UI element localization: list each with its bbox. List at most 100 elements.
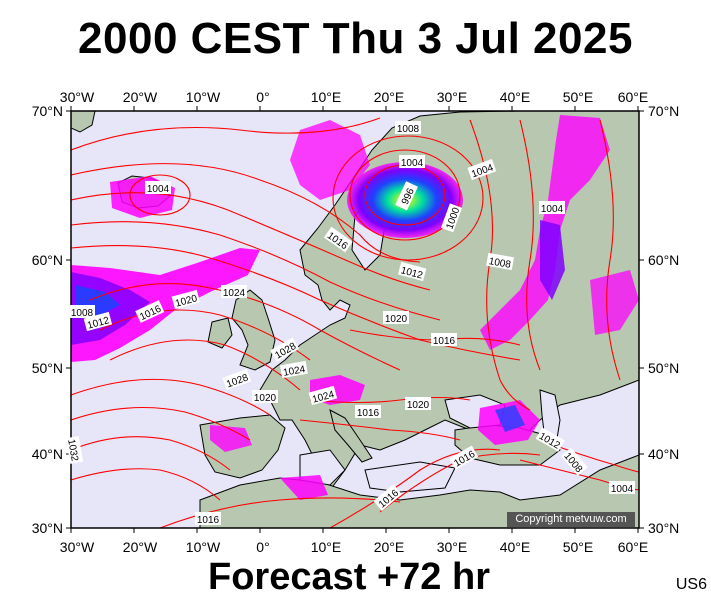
lat-label-right: 40°N (648, 446, 679, 462)
greenland-land (71, 111, 96, 133)
isobar-label-bg (221, 285, 247, 298)
precip-atlantic-band (71, 248, 260, 362)
lat-label-right: 30°N (648, 520, 679, 536)
forecast-label: Forecast +72 hr (208, 556, 490, 598)
isobar-label: 1004 (145, 181, 171, 195)
lon-label-bottom: 30°E (437, 539, 468, 555)
italy-land (329, 409, 373, 463)
isobar-label: 1020 (383, 311, 409, 325)
isobar-label: 1004 (539, 201, 565, 215)
precip-iberia (210, 425, 252, 452)
isobar-label-bg (279, 360, 308, 379)
isobar-label-bg (145, 181, 171, 194)
map-title: 2000 CEST Thu 3 Jul 2025 (78, 14, 633, 63)
great-britain-land (231, 289, 276, 371)
lon-label-top: 20°W (123, 89, 158, 105)
lat-label-left: 70°N (32, 103, 63, 119)
lat-label-left: 30°N (32, 520, 63, 536)
precipitation-areas (71, 115, 639, 500)
lon-label-top: 10°W (186, 89, 221, 105)
isobar-label: 1016 (355, 405, 381, 419)
isobar-label-text: 1032 (65, 438, 80, 462)
precip-norway (290, 120, 370, 200)
isobar-label-text: 1004 (541, 204, 564, 215)
precip-russia-core (540, 220, 565, 300)
isobar-label-bg (561, 447, 588, 476)
isobar-label-bg (222, 368, 252, 391)
isobar-label-text: 1008 (488, 256, 512, 271)
isobar-label: 1032 (65, 435, 84, 464)
lat-label-left: 50°N (32, 360, 63, 376)
isobar-label-bg (440, 203, 463, 233)
isobar-label-bg (373, 484, 402, 511)
isobar-label-text: 1016 (357, 408, 380, 419)
isobar-label-bg (431, 333, 457, 346)
isobar-label-bg (69, 305, 95, 318)
lon-label-bottom: 10°E (311, 539, 342, 555)
isobar-label: 1008 (69, 305, 95, 319)
isobar-label-bg (395, 121, 421, 134)
lat-labels-left: 70°N 60°N 50°N 40°N 30°N (32, 103, 63, 536)
isobar-label: 1024 (279, 360, 308, 379)
isobar-label: 1004 (399, 155, 425, 169)
isobar-label-text: 1004 (611, 484, 634, 495)
lon-label-top: 30°E (437, 89, 468, 105)
isobar-label: 1024 (221, 285, 247, 299)
isobar-label: 1008 (486, 252, 515, 271)
product-code: US6 (675, 576, 707, 593)
isobar-label-text: 1008 (71, 308, 94, 319)
isobar-label: 1004 (609, 481, 635, 495)
lat-label-right: 50°N (648, 360, 679, 376)
isobar-label-bg (467, 158, 497, 181)
isobar-label: 1020 (252, 390, 278, 404)
lon-label-bottom: 0° (256, 539, 269, 555)
precip-turkey-core (495, 405, 525, 432)
isobar-label-bg (395, 181, 418, 211)
lon-label-bottom: 40°E (500, 539, 531, 555)
isobar-label: 1020 (405, 397, 431, 411)
precip-ural (590, 270, 639, 335)
isobar-label-text: 1004 (401, 158, 424, 169)
isobar-label-bg (399, 155, 425, 168)
lon-label-bottom: 20°W (123, 539, 158, 555)
lat-label-right: 60°N (648, 252, 679, 268)
lon-label-bottom: 50°E (563, 539, 594, 555)
isobars (71, 117, 639, 528)
lat-label-left: 40°N (32, 446, 63, 462)
lon-label-top: 50°E (563, 89, 594, 105)
isobar-label: 1016 (431, 333, 457, 347)
lon-label-bottom: 60°E (618, 539, 649, 555)
lon-label-top: 30°W (60, 89, 95, 105)
isobar-label-bg (609, 481, 635, 494)
isobar-label-bg (449, 445, 479, 470)
ireland-land (207, 317, 233, 349)
lon-label-top: 40°E (500, 89, 531, 105)
isobar-label-bg (323, 226, 353, 253)
isobar-label-bg (135, 300, 165, 323)
isobar-label-bg (355, 405, 381, 418)
precip-africa (280, 475, 328, 500)
lon-label-top: 60°E (618, 89, 649, 105)
isobar-label-bg (195, 512, 221, 525)
isobar-label-bg (539, 201, 565, 214)
tick-marks (66, 106, 644, 533)
lon-label-bottom: 20°E (374, 539, 405, 555)
isobar-label-text: 1020 (254, 393, 277, 404)
lon-labels-top: 30°W 20°W 10°W 0° 10°E 20°E 30°E 40°E 50… (60, 89, 648, 105)
isobar-label-text: 1024 (223, 288, 246, 299)
isobar-label-text: 1016 (197, 515, 220, 526)
map-frame (70, 110, 640, 529)
isobar-label-text: 1024 (282, 364, 306, 379)
lon-label-top: 0° (256, 89, 269, 105)
isobar-label-bg (535, 427, 565, 452)
isobar-label-bg (65, 435, 84, 464)
isobar-label-text: 1004 (147, 184, 170, 195)
lat-label-right: 70°N (648, 103, 679, 119)
isobar-label: 1016 (195, 512, 221, 526)
lat-labels-right: 70°N 60°N 50°N 40°N 30°N (648, 103, 679, 536)
isobar-label-bg (383, 311, 409, 324)
lon-label-top: 20°E (374, 89, 405, 105)
isobar-label-bg (405, 397, 431, 410)
lon-label-top: 10°E (311, 89, 342, 105)
